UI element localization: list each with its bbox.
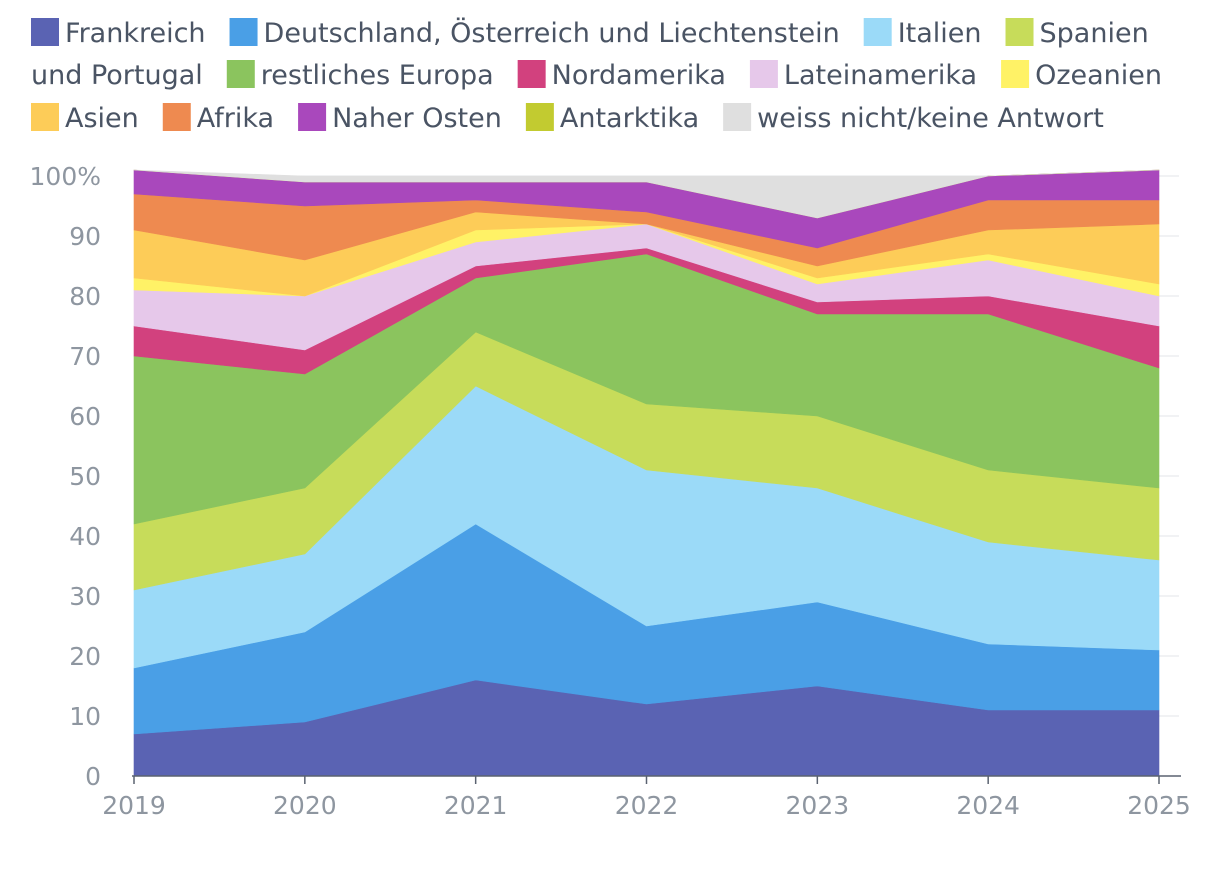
legend-label: Frankreich [65,18,206,49]
y-tick-label: 70 [69,342,101,371]
legend-swatch [1001,60,1030,88]
legend-item: Lateinamerika [749,60,977,91]
legend: Frankreich Deutschland, Österreich und Li… [31,17,1162,134]
y-tick-label: 30 [69,582,101,611]
y-tick-label: 10 [69,702,101,731]
x-tick-label: 2022 [615,791,679,820]
legend-label: Lateinamerika [784,60,977,91]
legend-swatch [229,18,258,46]
y-tick-label: 20 [69,642,101,671]
y-tick-label: 40 [69,522,101,551]
legend-label: Asien [65,103,139,134]
x-tick-label: 2019 [102,791,166,820]
legend-label: Afrika [197,103,274,134]
legend-item: Frankreich [31,18,206,49]
x-tick-label: 2025 [1127,791,1191,820]
y-tick-label: 100% [30,162,101,191]
x-tick-label: 2020 [273,791,337,820]
legend-item: Antarktika [525,103,699,134]
legend-item: Asien [31,103,139,134]
legend-item: Italien [863,18,982,49]
legend-swatch [226,60,255,88]
legend-item: weiss nicht/keine Antwort [723,103,1104,134]
legend-label: Deutschland, Österreich und Liechtenstei… [264,17,840,49]
legend-item: Ozeanien [1001,60,1162,91]
y-tick-label: 80 [69,282,101,311]
legend-item: Afrika [162,103,274,134]
legend-swatch [298,103,327,131]
area-series [133,169,1160,777]
legend-swatch [863,18,892,46]
legend-swatch [1005,18,1034,46]
legend-label: Italien [898,18,982,49]
legend-label: Antarktika [560,103,699,134]
legend-item: Deutschland, Österreich und Liechtenstei… [229,17,840,49]
x-tick-label: 2024 [956,791,1020,820]
legend-item: Naher Osten [298,103,502,134]
legend-swatch [31,103,59,131]
legend-swatch [723,103,752,131]
axes: 2019 2020 2021 2022 2023 2024 2025 0 10 20 30 40 50 6… [30,162,1191,820]
legend-label: weiss nicht/keine Antwort [757,103,1104,134]
area-weiss-nicht-keine-antwort [133,169,1160,219]
legend-swatch [525,103,554,131]
y-tick-label: 90 [69,222,101,251]
legend-item: Spanien [1005,18,1149,49]
legend-swatch [749,60,778,88]
legend-item: und Portugal [31,60,203,91]
legend-label: Spanien [1040,18,1149,49]
x-tick-label: 2021 [444,791,508,820]
legend-label: restliches Europa [261,60,494,91]
y-tick-label: 50 [69,462,101,491]
legend-item: Nordamerika [517,60,726,91]
legend-label: und Portugal [31,60,203,91]
legend-label: Ozeanien [1035,60,1162,91]
legend-label: Naher Osten [332,103,502,134]
y-tick-label: 60 [69,402,101,431]
legend-swatch [517,60,546,88]
legend-swatch [162,103,191,131]
y-tick-label: 0 [85,762,101,791]
x-tick-label: 2023 [786,791,850,820]
legend-label: Nordamerika [552,60,726,91]
legend-item: restliches Europa [226,60,494,91]
legend-swatch [31,18,59,46]
